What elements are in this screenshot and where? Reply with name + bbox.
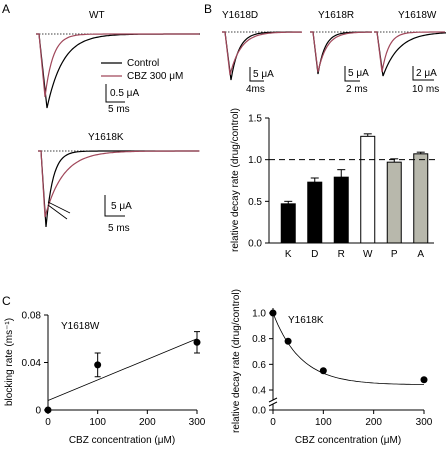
sc1-point (193, 338, 201, 346)
sc2-fit-curve (272, 312, 425, 385)
y1618d-title: Y1618D (222, 10, 258, 21)
sc2-y-tick-label: 1.0 (252, 309, 266, 320)
panel-label-a: A (2, 2, 10, 16)
wt-scale-bar (105, 84, 125, 103)
wt-trace-plot: WT Control CBZ 300 μM 0.5 μA 5 ms (36, 10, 200, 115)
sc1-point (94, 361, 102, 369)
y1618d-cbz-trace (222, 31, 302, 76)
legend-cbz-label: CBZ 300 μM (127, 71, 183, 82)
sc2-point (284, 337, 292, 345)
bar-category-label: A (417, 249, 424, 260)
bar-category-label: K (285, 249, 292, 260)
sc2-point (269, 309, 277, 317)
decay-rate-bar-chart: relative decay rate (drug/control) 0.00.… (230, 108, 438, 260)
wt-cbz-trace (36, 33, 200, 98)
sc2-point (319, 367, 327, 375)
y1618w-scale-x: 10 ms (412, 84, 439, 95)
sc1-x-label: CBZ concentration (μM) (69, 435, 175, 446)
sc1-x-tick-label: 300 (189, 417, 206, 428)
bar-y-tick-label: 0.0 (248, 239, 262, 250)
y1618k-scale-y: 5 μA (111, 201, 132, 212)
bar-P (386, 161, 402, 244)
sc1-y-label: blocking rate (ms⁻¹) (4, 318, 15, 406)
bar-category-label: W (363, 249, 373, 260)
y1618k-trace-title: Y1618K (88, 132, 124, 143)
sc2-y-tick-label: 0.8 (252, 334, 266, 345)
y1618w-trace-plot: Y1618W 2 μA 10 ms (374, 10, 446, 95)
axis-break-icon (268, 397, 278, 407)
sc2-y-tick-label: 0.0 (252, 406, 266, 417)
y1618w-title: Y1618W (398, 10, 437, 21)
y1618w-control-trace (374, 31, 446, 77)
sc1-fit-line (47, 338, 198, 401)
sc2-x-tick-label: 100 (315, 417, 332, 428)
bar-y-tick-label: 1.0 (248, 155, 262, 166)
y1618r-trace-plot: Y1618R 5 μA 2 ms (310, 10, 372, 95)
sc1-x-tick-label: 200 (139, 417, 156, 428)
bar-K (280, 203, 296, 244)
y1618d-scale-bar (249, 67, 264, 82)
bar-y-tick-label: 0.5 (248, 197, 262, 208)
sc2-y-tick-label: 0.6 (252, 360, 266, 371)
bar-D (307, 181, 323, 244)
wt-title: WT (89, 10, 105, 21)
sc1-annotation: Y1618W (61, 321, 100, 332)
bar-W (360, 135, 376, 244)
sc2-point (420, 376, 428, 384)
bar-R (333, 176, 349, 244)
sc1-x-tick-label: 0 (45, 417, 51, 428)
legend-control-label: Control (127, 58, 159, 69)
y1618k-trace-plot: Y1618K 5 μA 5 ms (38, 132, 200, 234)
y1618d-scale-y: 5 μA (253, 69, 274, 80)
sc2-x-tick-label: 300 (416, 417, 433, 428)
wt-scale-x: 5 ms (108, 104, 130, 115)
y1618k-scale-x: 5 ms (108, 223, 130, 234)
y1618w-scale-bar (412, 66, 434, 81)
y1618r-scale-bar (344, 66, 360, 82)
bar-y-label: relative decay rate (drug/control) (230, 108, 241, 252)
sc2-y-tick-label: 0.4 (252, 386, 266, 397)
sc1-y-tick-label: 0.08 (22, 311, 42, 322)
sc1-x-tick-label: 100 (89, 417, 106, 428)
y1618r-scale-y: 5 μA (348, 68, 369, 79)
y1618d-scale-x: 4ms (246, 84, 265, 95)
sc2-annotation: Y1618K (288, 315, 324, 326)
sc2-x-label: CBZ concentration (μM) (295, 435, 401, 446)
sc1-y-tick-label: 0 (35, 406, 41, 417)
sc2-ticks: 0.0 0.4 0.6 0.8 1.0 0 100 200 300 (252, 309, 433, 429)
bar-y-tick-label: 1.5 (248, 114, 262, 125)
y1618k-dose-chart: Y1618K relative decay rate (drug/control… (231, 289, 433, 446)
wt-scale-y: 0.5 μA (110, 88, 139, 99)
sc2-x-tick-label: 0 (270, 417, 276, 428)
bar-A (413, 153, 429, 244)
y1618r-cbz-trace (310, 31, 372, 73)
y1618k-cbz-trace (38, 150, 200, 218)
panel-label-b: B (204, 2, 212, 16)
y1618d-trace-plot: Y1618D 5 μA 4ms (222, 10, 302, 95)
bar-category-label: R (338, 249, 345, 260)
sc1-points (44, 331, 201, 414)
y1618r-title: Y1618R (318, 10, 354, 21)
y1618r-scale-x: 2 ms (346, 84, 368, 95)
sc1-point (44, 406, 52, 414)
blocking-rate-chart: Y1618W blocking rate (ms⁻¹) CBZ concentr… (4, 311, 206, 447)
bar-category-label: D (311, 249, 318, 260)
y1618k-scale-bar (104, 195, 125, 217)
y1618w-scale-y: 2 μA (416, 68, 437, 79)
sc2-x-tick-label: 200 (365, 417, 382, 428)
y1618w-cbz-trace (374, 31, 445, 73)
panel-label-c: C (2, 294, 11, 308)
arrow-icon (47, 201, 71, 220)
sc2-y-label: relative decay rate (drug/control) (231, 289, 242, 433)
sc2-points (269, 309, 428, 384)
sc1-y-tick-label: 0.04 (22, 358, 42, 369)
bar-y-ticks: 0.0 0.5 1.0 1.5 (248, 114, 269, 250)
bar-category-label: P (391, 249, 398, 260)
